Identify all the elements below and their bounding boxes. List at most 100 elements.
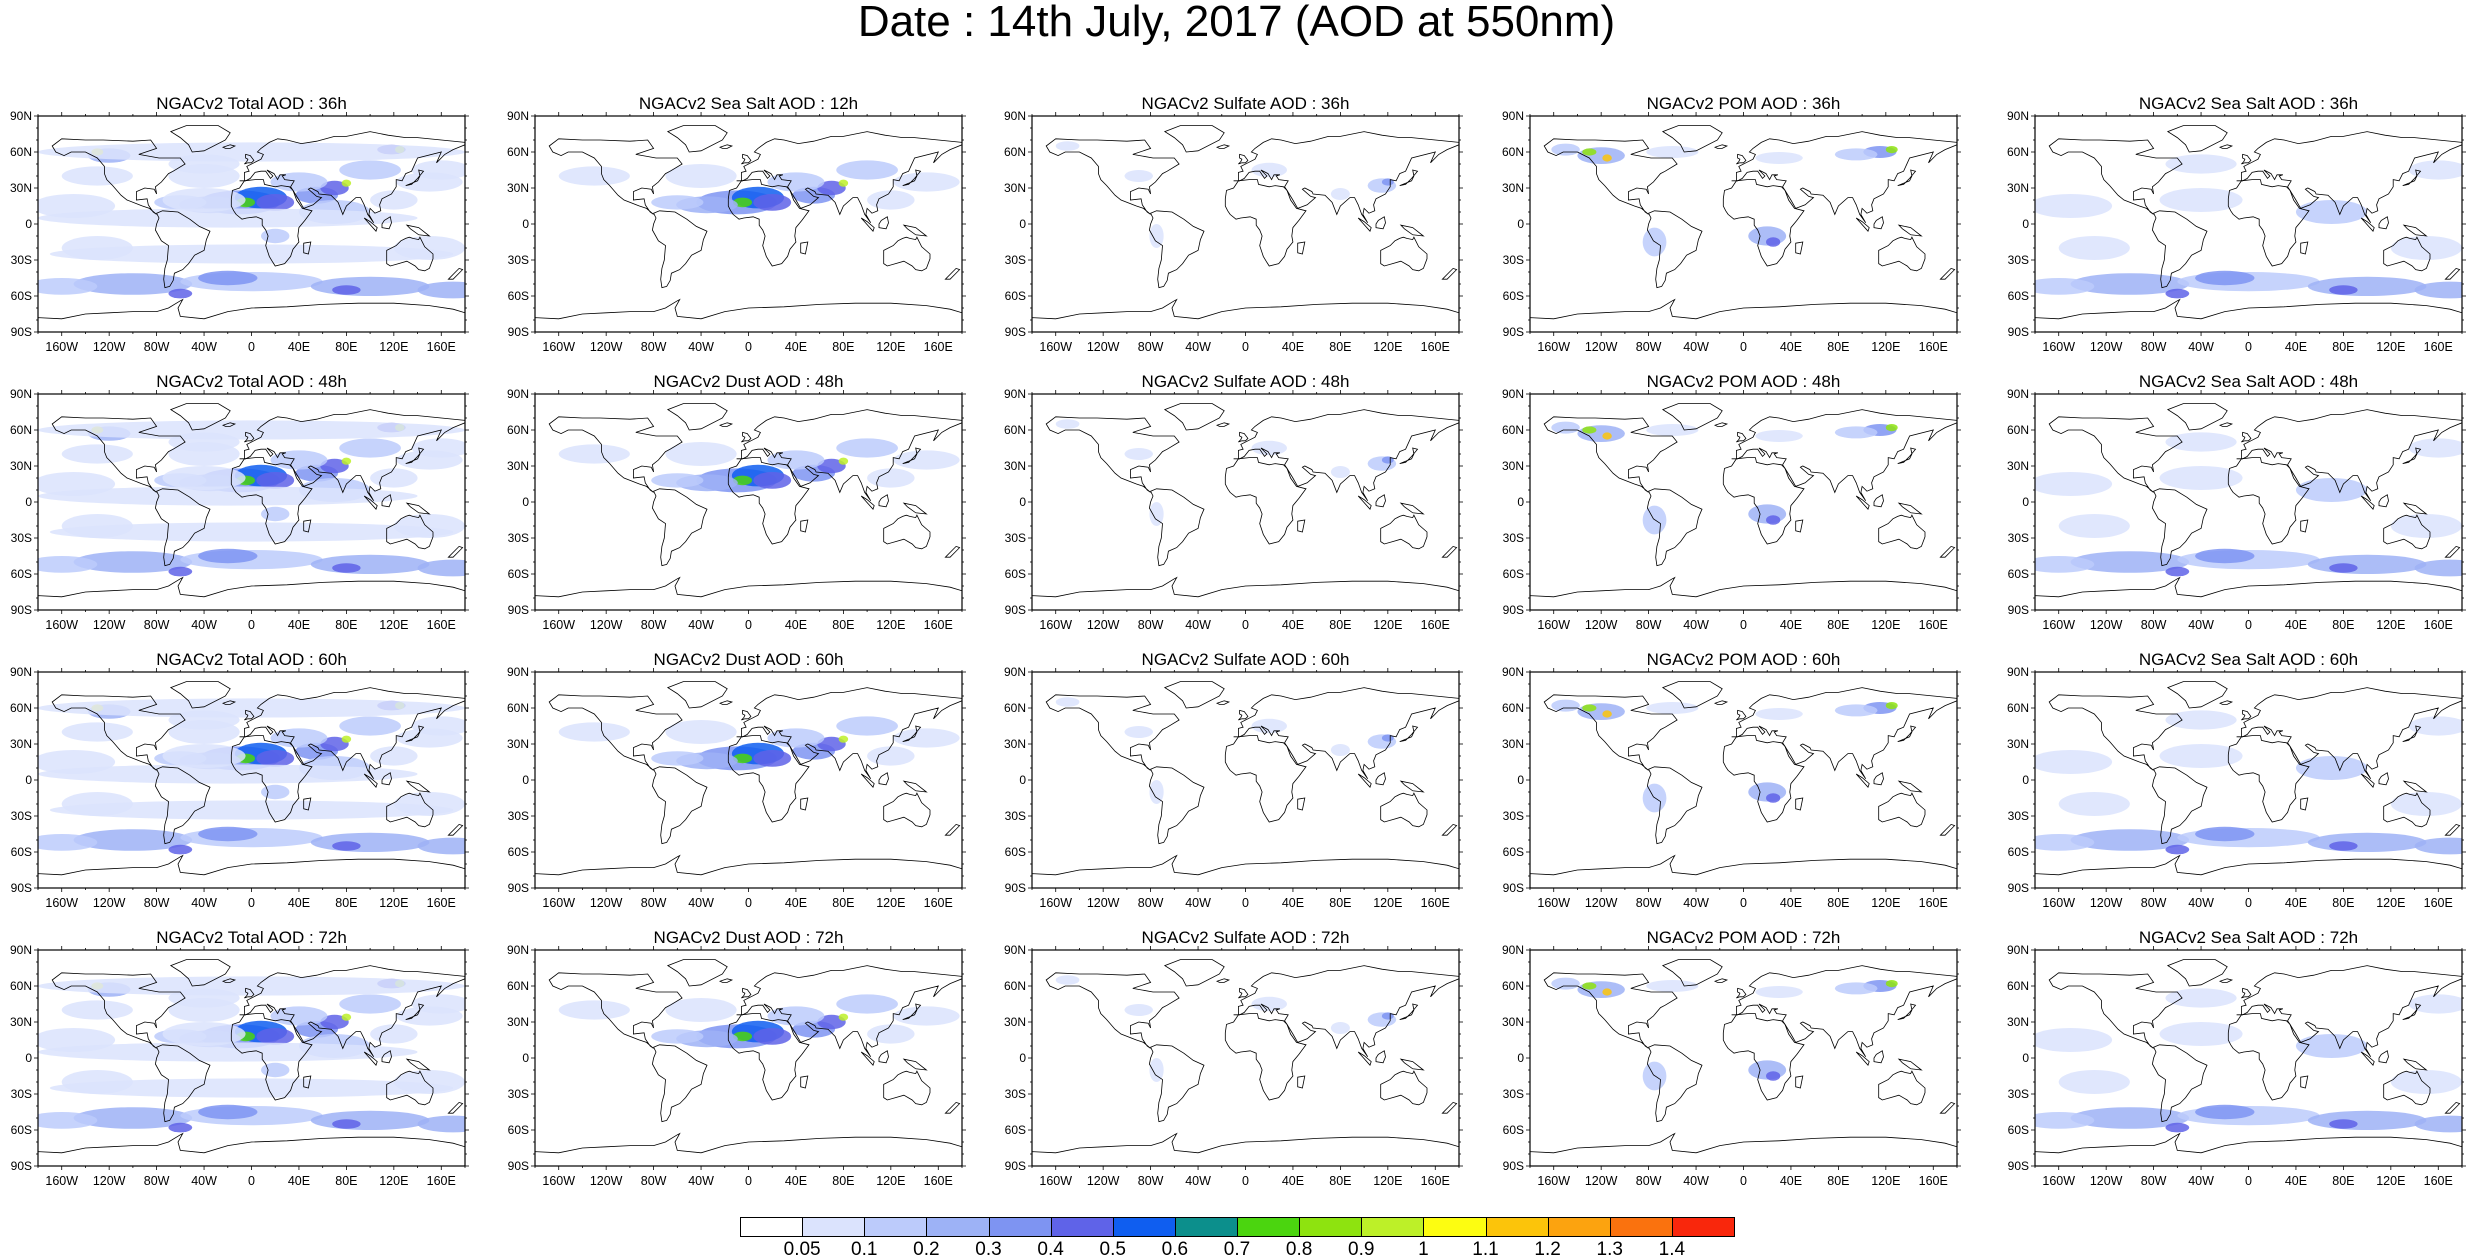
aod-field bbox=[1834, 704, 1878, 717]
aod-field bbox=[1602, 710, 1612, 718]
aod-field bbox=[339, 160, 401, 180]
lon-tick-label: 80W bbox=[1137, 340, 1164, 354]
coastline bbox=[169, 125, 231, 153]
lat-tick-label: 60S bbox=[2007, 567, 2029, 581]
aod-field bbox=[2390, 792, 2462, 816]
coastline bbox=[2241, 709, 2252, 721]
colorbar-swatch bbox=[1299, 1217, 1363, 1237]
aod-field bbox=[2070, 551, 2190, 573]
coastline bbox=[2241, 153, 2252, 165]
aod-field bbox=[417, 281, 465, 299]
aod-field bbox=[558, 166, 630, 186]
coastline bbox=[405, 1058, 431, 1071]
lat-tick-label: 60S bbox=[1004, 289, 1026, 303]
aod-field bbox=[2195, 826, 2255, 842]
lon-tick-label: 120E bbox=[1871, 1174, 1901, 1188]
lon-tick-label: 80W bbox=[1635, 1174, 1662, 1188]
coastline bbox=[2360, 495, 2375, 510]
aod-field bbox=[1251, 162, 1288, 178]
lon-tick-label: 40E bbox=[1281, 896, 1305, 910]
lat-tick-label: 0 bbox=[2022, 495, 2029, 509]
coastline bbox=[2236, 131, 2462, 224]
coastline bbox=[1375, 772, 1386, 786]
aod-field bbox=[370, 746, 418, 766]
aod-field bbox=[1582, 982, 1597, 990]
lat-tick-label: 60S bbox=[2007, 1123, 2029, 1137]
aod-field bbox=[665, 998, 737, 1022]
coastline bbox=[239, 965, 465, 1058]
aod-field bbox=[836, 994, 898, 1014]
map-panel: NGACv2 POM AOD : 60h 90N 60N 30N 0 30S 60S 90S 1… bbox=[1492, 650, 1964, 920]
lon-tick-label: 80E bbox=[1827, 340, 1850, 354]
aod-field bbox=[2165, 566, 2190, 577]
lat-tick-label: 60S bbox=[1502, 567, 1524, 581]
panel-title: NGACv2 Sea Salt AOD : 36h bbox=[2138, 94, 2359, 113]
coastline bbox=[860, 773, 875, 788]
coastline bbox=[1380, 792, 1428, 828]
coastline bbox=[405, 224, 431, 237]
aod-field bbox=[1551, 421, 1580, 434]
coastline bbox=[1233, 409, 1459, 502]
coastline bbox=[666, 125, 728, 153]
coastline bbox=[1045, 972, 1180, 1049]
coastline bbox=[244, 431, 255, 443]
aod-field bbox=[198, 1104, 258, 1120]
lat-tick-label: 60S bbox=[507, 289, 529, 303]
coastline bbox=[800, 797, 809, 811]
coastline bbox=[386, 236, 434, 272]
coastline bbox=[883, 236, 931, 272]
aod-field bbox=[270, 728, 328, 748]
coastline bbox=[2151, 210, 2208, 289]
aod-field bbox=[2035, 278, 2095, 295]
aod-field bbox=[2390, 514, 2462, 538]
lon-tick-label: 120W bbox=[92, 618, 126, 632]
lat-tick-label: 60N bbox=[1003, 423, 1026, 437]
aod-field bbox=[1551, 699, 1580, 712]
coastline bbox=[405, 169, 425, 186]
coastline bbox=[1238, 987, 1249, 999]
figure-title: Date : 14th July, 2017 (AOD at 550nm) bbox=[857, 0, 1616, 46]
coastline bbox=[1357, 217, 1372, 232]
lon-tick-label: 160W bbox=[542, 1174, 576, 1188]
aod-map bbox=[1526, 668, 1961, 892]
coastline bbox=[1441, 1101, 1458, 1114]
lat-tick-label: 90S bbox=[2007, 1159, 2029, 1173]
lat-tick-label: 60N bbox=[2006, 423, 2029, 437]
panel-title: NGACv2 Sulfate AOD : 60h bbox=[1141, 650, 1350, 669]
lon-tick-label: 80W bbox=[143, 618, 170, 632]
aod-field bbox=[341, 1013, 352, 1021]
lon-tick-label: 160W bbox=[45, 1174, 79, 1188]
aod-field bbox=[73, 829, 193, 851]
coastline bbox=[2300, 797, 2309, 811]
coastline bbox=[1855, 773, 1870, 788]
coastline bbox=[1878, 792, 1926, 828]
aod-field bbox=[733, 197, 753, 208]
map-panel: NGACv2 Sea Salt AOD : 60h 90N 60N 30N 0 30S 60… bbox=[1997, 650, 2469, 920]
lat-tick-label: 30S bbox=[507, 1087, 529, 1101]
lon-tick-label: 120E bbox=[2376, 1174, 2406, 1188]
lat-tick-label: 30S bbox=[1004, 531, 1026, 545]
coastline bbox=[1713, 422, 1729, 427]
aod-field bbox=[38, 278, 98, 295]
coastline bbox=[666, 403, 728, 431]
aod-field bbox=[2329, 841, 2358, 851]
lon-tick-label: 160W bbox=[1537, 896, 1571, 910]
lon-tick-label: 80E bbox=[832, 618, 855, 632]
aod-field bbox=[2390, 236, 2462, 260]
aod-field bbox=[38, 698, 465, 718]
coastline bbox=[1897, 502, 1923, 515]
lat-tick-label: 60N bbox=[2006, 979, 2029, 993]
lat-tick-label: 30S bbox=[507, 253, 529, 267]
lat-tick-label: 90N bbox=[9, 943, 32, 957]
colorbar-label: 0.7 bbox=[1223, 1239, 1251, 1260]
coastline bbox=[381, 1050, 392, 1064]
coastline bbox=[405, 447, 425, 464]
coastline bbox=[2035, 298, 2462, 332]
aod-field bbox=[2414, 837, 2462, 855]
lon-tick-label: 160E bbox=[1918, 896, 1948, 910]
aod-field bbox=[817, 736, 846, 752]
aod-field bbox=[1551, 143, 1580, 156]
lat-tick-label: 60N bbox=[1003, 145, 1026, 159]
aod-field bbox=[370, 190, 418, 210]
lat-tick-label: 60S bbox=[1004, 567, 1026, 581]
